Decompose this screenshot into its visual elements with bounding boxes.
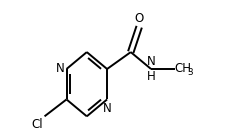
- Text: 3: 3: [187, 67, 192, 77]
- Text: H: H: [146, 70, 155, 83]
- Text: CH: CH: [174, 63, 191, 75]
- Text: Cl: Cl: [31, 118, 43, 131]
- Text: N: N: [102, 102, 111, 115]
- Text: O: O: [134, 12, 143, 25]
- Text: N: N: [146, 55, 155, 68]
- Text: N: N: [56, 63, 64, 75]
